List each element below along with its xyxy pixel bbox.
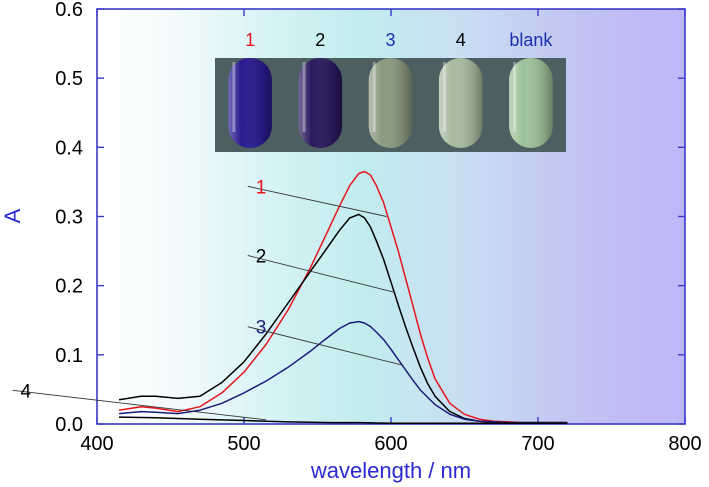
axis-tick-labels: 400 500 600 700 800 0.0 0.1 0.2 0.3 0.4 0.5 0.6 bbox=[55, 0, 702, 455]
x-tick-label: 800 bbox=[668, 433, 701, 455]
x-axis-title: wavelength / nm bbox=[310, 458, 471, 483]
annotation-label-1: 1 bbox=[256, 177, 267, 198]
series-line-3 bbox=[118, 320, 568, 424]
series-lines bbox=[118, 170, 568, 425]
tube-label-5: blank bbox=[509, 30, 553, 50]
y-tick-label: 0.3 bbox=[55, 207, 83, 229]
y-tick-label: 0.5 bbox=[55, 68, 83, 90]
test-tube-5 bbox=[509, 58, 553, 148]
x-tick-label: 700 bbox=[521, 433, 554, 455]
tube-label-3: 3 bbox=[385, 30, 395, 50]
annotation-leader-4 bbox=[12, 389, 267, 421]
inset-photo-test-tubes bbox=[215, 58, 566, 152]
tube-labels: 1 2 3 4 blank bbox=[245, 30, 553, 50]
tube-label-4: 4 bbox=[456, 30, 466, 50]
test-tube-4 bbox=[438, 58, 483, 148]
y-tick-label: 0.0 bbox=[55, 414, 83, 436]
x-tick-label: 500 bbox=[227, 433, 260, 455]
x-tick-label: 600 bbox=[374, 433, 407, 455]
annotation-label-2: 2 bbox=[256, 246, 267, 267]
annotation-leader-3 bbox=[247, 326, 403, 366]
y-axis-title: A bbox=[0, 208, 25, 223]
annotation-leader-1 bbox=[247, 185, 387, 217]
axis-ticks bbox=[96, 8, 686, 425]
tube-label-1: 1 bbox=[245, 30, 255, 50]
test-tube-2 bbox=[298, 58, 343, 148]
y-tick-label: 0.2 bbox=[55, 276, 83, 298]
annotation-label-4: 4 bbox=[21, 381, 32, 402]
x-tick-label: 400 bbox=[80, 433, 113, 455]
test-tube-3 bbox=[368, 58, 413, 148]
series-annotations: 1 2 3 4 bbox=[12, 177, 403, 421]
y-tick-label: 0.1 bbox=[55, 345, 83, 367]
tube-label-2: 2 bbox=[315, 30, 325, 50]
annotation-label-3: 3 bbox=[256, 318, 267, 339]
annotation-leader-2 bbox=[247, 255, 396, 294]
y-tick-label: 0.4 bbox=[55, 137, 83, 159]
series-line-1 bbox=[118, 170, 568, 424]
test-tube-1 bbox=[228, 58, 272, 148]
y-tick-label: 0.6 bbox=[55, 0, 83, 21]
series-line-4 bbox=[118, 416, 568, 425]
